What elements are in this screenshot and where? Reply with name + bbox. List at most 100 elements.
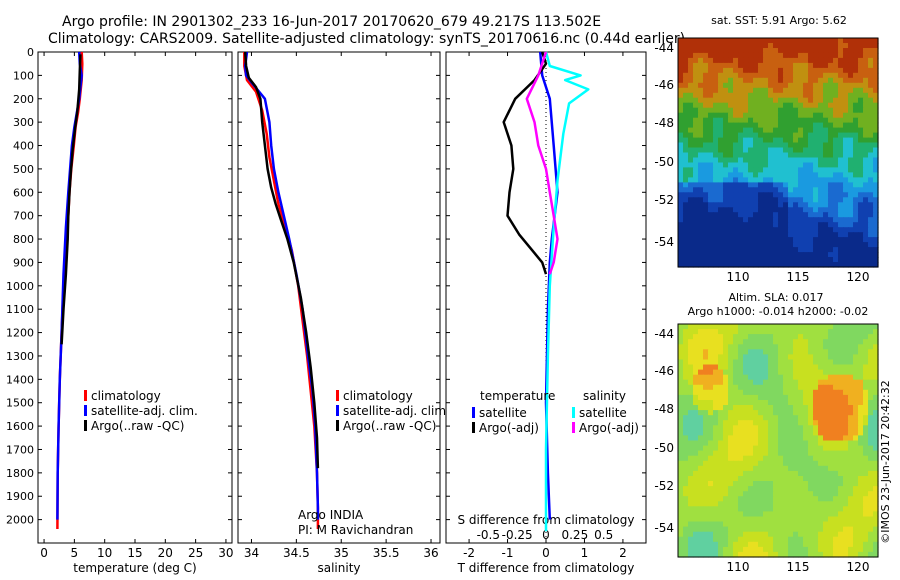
sst-map-cell	[678, 172, 684, 178]
sst-map-cell	[713, 77, 719, 84]
sst-map-cell	[763, 217, 769, 223]
sst-map-cell	[773, 157, 779, 164]
sst-map-cell	[708, 122, 714, 129]
sst-map-cell	[798, 127, 804, 134]
sst-map-cell	[723, 38, 729, 44]
sla-map-cell	[813, 374, 819, 381]
sla-map-cell	[798, 420, 804, 426]
sla-map-cell	[793, 526, 799, 533]
sla-map-cell	[763, 465, 769, 472]
sla-map-cell	[753, 364, 759, 371]
sst-map-cell	[713, 252, 719, 258]
sst-map-cell	[753, 167, 759, 173]
sst-map-cell	[833, 72, 839, 79]
sla-map-cell	[768, 394, 774, 401]
salinity-xtick-label: 35.5	[373, 546, 400, 560]
sst-map-cell	[863, 177, 869, 183]
sst-map-cell	[793, 167, 799, 173]
sst-map-cell	[853, 142, 859, 149]
sla-map-cell	[773, 415, 779, 421]
sst-map-cell	[818, 87, 824, 94]
sst-map-cell	[788, 62, 794, 69]
sla-map-cell	[828, 415, 834, 421]
sla-map-cell	[843, 526, 849, 533]
sla-map-cell	[803, 531, 809, 538]
sla-map-cell	[788, 364, 794, 371]
sla-map-cell	[773, 496, 779, 502]
sla-map-cell	[858, 541, 864, 548]
sla-map-cell	[703, 344, 709, 350]
sst-map-cell	[758, 197, 764, 203]
sst-map-cell	[763, 77, 769, 84]
sla-map-cell	[728, 420, 734, 426]
sla-map-cell	[823, 455, 829, 462]
sst-map-cell	[803, 192, 809, 198]
sst-map-cell	[778, 227, 784, 233]
sst-map-cell	[773, 182, 779, 188]
sla-map-cell	[823, 344, 829, 350]
sla-map-cell	[843, 541, 849, 548]
sst-map-cell	[798, 82, 804, 89]
sla-map-cell	[848, 470, 854, 477]
sst-map-cell	[808, 92, 814, 99]
sst-map-cell	[683, 87, 689, 94]
sst-map-cell	[823, 162, 829, 169]
sst-map-cell	[818, 202, 824, 208]
temperature-frame	[37, 51, 233, 544]
sla-map-cell	[743, 501, 749, 507]
sla-map-cell	[683, 445, 689, 452]
sst-map-cell	[808, 112, 814, 119]
sst-map-cell	[808, 262, 814, 268]
sla-map-cell	[698, 521, 704, 528]
sst-map-cell	[738, 67, 744, 74]
sst-map-cell	[748, 87, 754, 94]
sst-map-cell	[843, 117, 849, 124]
sla-map-cell	[773, 460, 779, 467]
sla-map-cell	[863, 516, 869, 523]
sst-map-cell	[868, 222, 874, 228]
sla-map-cell	[698, 541, 704, 548]
sst-map-cell	[688, 82, 694, 89]
sla-map-cell	[713, 359, 719, 366]
depth-tick-label: 1600	[6, 420, 34, 433]
sst-map-cell	[803, 122, 809, 129]
sst-map-cell	[838, 107, 844, 114]
sst-map-cell	[843, 162, 849, 169]
sla-map-cell	[763, 329, 769, 335]
sla-map-cell	[763, 334, 769, 340]
sst-map-cell	[808, 202, 814, 208]
sst-map-cell	[748, 212, 754, 218]
sst-map-cell	[738, 107, 744, 114]
sla-map-cell	[853, 450, 859, 457]
sst-map-cell	[838, 77, 844, 84]
sla-map-cell	[803, 339, 809, 345]
sst-map-cell	[693, 77, 699, 84]
sla-map-cell	[758, 455, 764, 462]
sla-map-cell	[813, 491, 819, 497]
sla-map-cell	[768, 511, 774, 518]
sla-map-cell	[788, 324, 794, 330]
sst-map-cell	[778, 147, 784, 154]
sst-map-cell	[783, 227, 789, 233]
sst-map-cell	[828, 162, 834, 169]
sla-map-cell	[713, 349, 719, 355]
sst-map-cell	[793, 142, 799, 149]
sst-map-cell	[703, 247, 709, 253]
sst-map-cell	[693, 247, 699, 253]
sst-map-cell	[843, 247, 849, 253]
sst-map-cell	[818, 157, 824, 164]
sla-map-cell	[738, 349, 744, 355]
sst-map-cell	[873, 97, 879, 104]
sla-map-cell	[768, 359, 774, 366]
sla-map-cell	[748, 369, 754, 376]
sla-map-cell	[743, 425, 749, 431]
sst-map-cell	[868, 127, 874, 134]
sla-map-cell	[758, 445, 764, 452]
sla-map-cell	[863, 364, 869, 371]
sst-map-cell	[743, 112, 749, 119]
sla-map-cell	[713, 546, 719, 553]
sst-map-cell	[763, 222, 769, 228]
sla-map-cell	[763, 501, 769, 507]
sla-map-cell	[703, 354, 709, 361]
sst-map-cell	[793, 132, 799, 139]
